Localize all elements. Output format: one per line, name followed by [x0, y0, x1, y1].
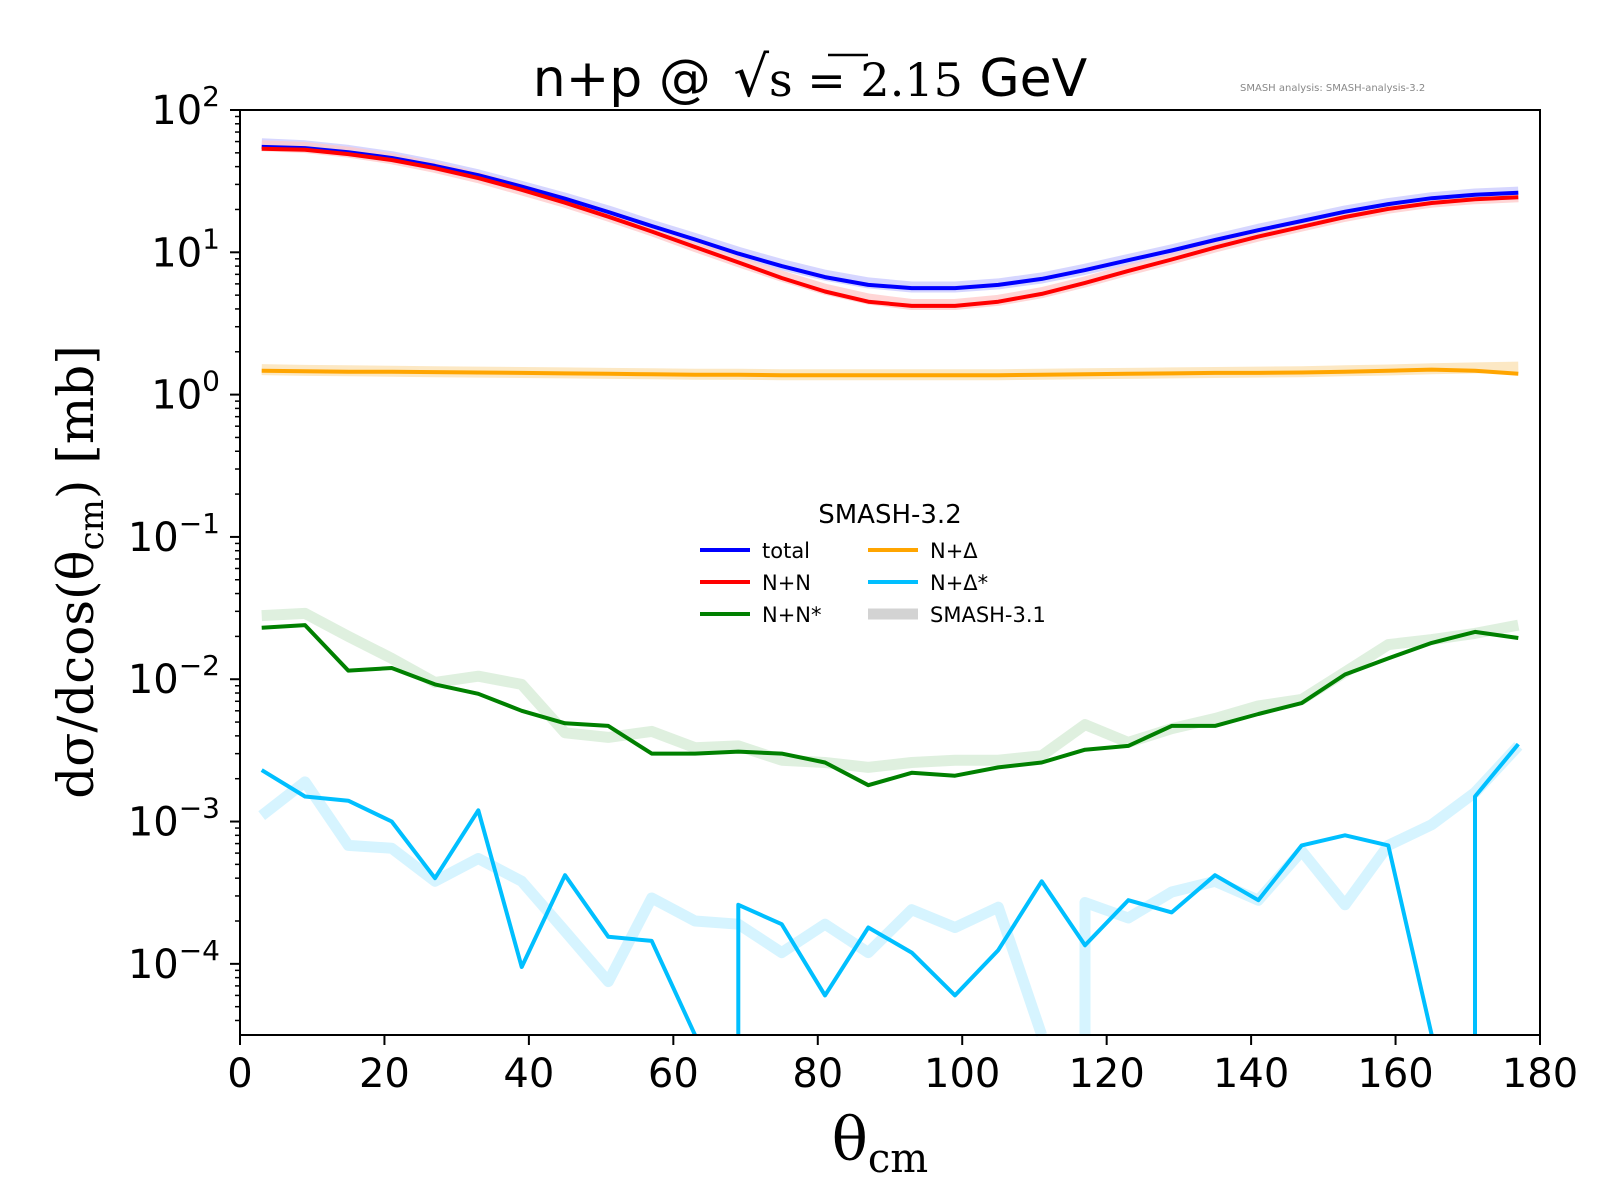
series-line-nnstar: [261, 623, 1519, 788]
x-tick-label: 40: [503, 1051, 554, 1097]
plot-frame: [239, 109, 1541, 1036]
x-tick-label: 100: [924, 1051, 1000, 1097]
y-tick-label: 10−2: [128, 649, 220, 703]
x-tick-label: 0: [227, 1051, 252, 1097]
x-tick-label: 60: [648, 1051, 699, 1097]
y-axis-label: dσ/dcos(θcm) [mb]: [47, 345, 112, 799]
x-tick-label: 20: [359, 1051, 410, 1097]
y-tick-label: 102: [151, 80, 220, 134]
x-axis-label: θcm: [832, 1105, 928, 1182]
x-axis: 0 20 40 60 80 100 120 140 160 180: [227, 1035, 1578, 1097]
series-line-total: [261, 144, 1519, 291]
legend-label-total: total: [762, 539, 810, 563]
reference-line-nnstar: [261, 607, 1520, 773]
y-tick-label: 100: [151, 365, 220, 419]
series-line-ndelta: [261, 367, 1519, 378]
x-tick-label: 160: [1357, 1051, 1433, 1097]
legend: SMASH-3.2 total N+Δ N+N N+Δ* N+N* SMASH-3.1: [700, 500, 1046, 627]
legend-label-nnstar: N+N*: [762, 603, 822, 627]
legend-label-nn: N+N: [762, 571, 811, 595]
x-tick-label: 180: [1502, 1051, 1578, 1097]
chart-title: n+p @ √s = 2.15 GeV: [533, 45, 1088, 110]
series-line-ndeltastar: [260, 742, 1520, 1036]
legend-title: SMASH-3.2: [818, 500, 962, 530]
series-line-nn: [261, 146, 1519, 308]
series-layer: [260, 144, 1520, 1036]
legend-label-ndelta: N+Δ: [930, 539, 978, 563]
x-tick-label: 120: [1068, 1051, 1144, 1097]
y-axis: 102 101 100 10−1 10−2 10−3 10−4: [128, 80, 240, 1022]
y-tick-label: 10−1: [128, 507, 220, 561]
y-tick-label: 10−3: [128, 792, 220, 846]
x-tick-label: 140: [1213, 1051, 1289, 1097]
legend-label-ndeltastar: N+Δ*: [930, 571, 988, 595]
x-tick-label: 80: [792, 1051, 843, 1097]
y-tick-label: 101: [151, 222, 220, 276]
watermark: SMASH analysis: SMASH-analysis-3.2: [1240, 83, 1425, 94]
legend-label-smash31: SMASH-3.1: [930, 603, 1046, 627]
y-tick-label: 10−4: [128, 934, 220, 988]
